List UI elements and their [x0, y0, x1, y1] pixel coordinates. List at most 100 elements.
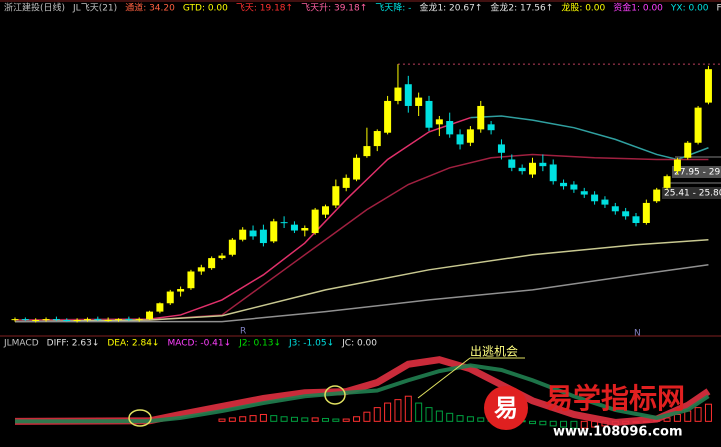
candle-body [415, 97, 423, 106]
indicator-value: JLMACD [3, 339, 39, 349]
macd-bar [218, 418, 226, 422]
candle-body [539, 162, 547, 167]
macd-bar [425, 407, 433, 422]
macd-bar [301, 417, 309, 422]
price-label-box [672, 166, 721, 178]
candle-body [591, 194, 599, 202]
indicator-value: FT: 0.00 [717, 4, 721, 14]
candle-body [353, 157, 361, 180]
macd-bar [332, 418, 340, 422]
macd-bar [353, 416, 361, 422]
signal-mark: N [634, 329, 641, 339]
candle-body [394, 87, 402, 101]
candle-body [704, 69, 712, 103]
candle-body [570, 184, 578, 190]
candle-body [177, 289, 185, 292]
macd-bar [673, 413, 681, 422]
indicator-value: 金龙1: 20.67↑ [419, 2, 482, 14]
candle-body [239, 229, 247, 240]
candle-body [518, 167, 526, 172]
macd-bar [280, 416, 288, 422]
macd-bar [580, 420, 588, 429]
macd-bar [290, 416, 298, 422]
moving-average [15, 153, 709, 321]
macd-bar [228, 417, 236, 422]
candle-body [373, 131, 381, 147]
candle-body [83, 319, 91, 321]
indicator-value: 飞天: 19.18↑ [236, 3, 293, 14]
candle-body [311, 209, 319, 234]
annotation-arrow [417, 357, 471, 399]
macd-bar [539, 420, 547, 426]
candle-body [622, 211, 630, 217]
macd-bar [560, 420, 568, 428]
candle-body [197, 267, 205, 272]
candle-body [466, 129, 474, 143]
macd-bar [704, 403, 712, 422]
candle-body [63, 319, 71, 321]
indicator-value: YX: 0.00 [670, 4, 709, 14]
candle-body [497, 144, 505, 153]
watermark-logo [484, 386, 528, 430]
macd-bar [456, 415, 464, 422]
candle-body [73, 319, 81, 321]
macd-bar [270, 415, 278, 422]
macd-bar [239, 416, 247, 422]
candle-body [642, 202, 650, 223]
indicator-value: 金龙2: 17.56↑ [490, 2, 553, 14]
candle-body [32, 319, 40, 321]
macd-bar [311, 417, 319, 422]
candle-body [477, 105, 485, 130]
candle-body [363, 146, 371, 157]
candle-body [611, 206, 619, 212]
candle-body [290, 224, 298, 231]
candle-body [156, 303, 164, 312]
macd-bar [322, 417, 329, 422]
candle-body [166, 291, 174, 304]
macd-bar [259, 413, 267, 422]
macd-bar [342, 418, 350, 422]
candle-body [653, 189, 661, 202]
candle-body [94, 319, 102, 321]
candle-body [228, 239, 236, 255]
indicator-value: GTD: 0.00 [183, 4, 228, 14]
candle-body [384, 100, 392, 133]
moving-average [15, 264, 709, 323]
watermark-logo-text: 易 [494, 394, 518, 422]
macd-bar [570, 420, 578, 429]
macd-line [14, 363, 710, 424]
macd-bar [435, 410, 443, 422]
candle-body [249, 230, 257, 237]
candle-body [673, 159, 681, 172]
candle-body [342, 177, 350, 188]
macd-bar [404, 395, 412, 422]
candle-body [104, 319, 112, 321]
price-label: 25.41 - 25.80 [664, 189, 721, 199]
candle-body [404, 84, 412, 106]
indicator-value: 龙股: 0.00 [561, 2, 605, 14]
macd-bar [529, 420, 536, 425]
candle-body [135, 319, 143, 321]
indicator-value: J2: 0.13↓ [238, 339, 281, 349]
candle-body [218, 255, 226, 259]
candle-body [115, 319, 122, 321]
indicator-value: DEA: 2.84↓ [107, 339, 159, 349]
candle-body [322, 206, 329, 215]
candle-body [684, 142, 692, 158]
macd-bar [466, 416, 474, 422]
candle-body [508, 159, 516, 168]
highlight-circle [128, 409, 152, 427]
candle-body [42, 319, 50, 321]
watermark-title: 易学指标网 [545, 382, 685, 415]
signal-mark: R [240, 327, 246, 337]
macd-bar [373, 407, 381, 422]
candle-body [280, 222, 288, 224]
indicator-value: 资金1: 0.00 [613, 2, 663, 14]
macd-bar [477, 417, 485, 422]
macd-bar [694, 407, 702, 422]
candle-body [601, 199, 609, 205]
moving-average [470, 115, 709, 161]
price-label: 27.95 - 29.36 [674, 168, 721, 178]
watermark-url: www.108096.com [553, 425, 683, 440]
